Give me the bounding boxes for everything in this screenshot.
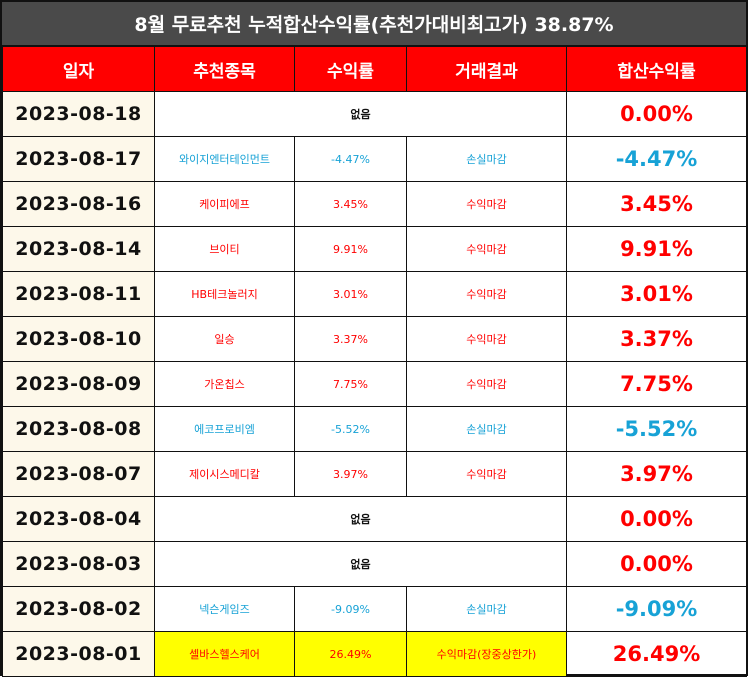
table-row: 2023-08-08 에코프로비엠 -5.52% 손실마감 -5.52% [2,406,747,452]
result-cell: 수익마감 [406,226,567,272]
result-cell: 손실마감 [406,136,567,182]
table-row: 2023-08-09 가온칩스 7.75% 수익마감 7.75% [2,361,747,407]
table-row: 2023-08-16 케이피에프 3.45% 수익마감 3.45% [2,181,747,227]
date-cell: 2023-08-02 [2,586,155,632]
result-cell: 수익마감 [406,451,567,497]
date-cell: 2023-08-03 [2,541,155,587]
results-table: 일자 추천종목 수익률 거래결과 합산수익률 2023-08-18 없음 0.00%… [2,46,747,677]
sheet-title: 8월 무료추천 누적합산수익률(추천가대비최고가) 38.87% [2,2,746,46]
rate-cell: 26.49% [294,631,407,677]
total-rate-cell: 3.45% [566,181,747,227]
table-row: 2023-08-07 제이시스메디칼 3.97% 수익마감 3.97% [2,451,747,497]
table-row: 2023-08-02 넥슨게임즈 -9.09% 손실마감 -9.09% [2,586,747,632]
stock-cell: 가온칩스 [154,361,295,407]
stock-cell: 셀바스헬스케어 [154,631,295,677]
table-body: 2023-08-18 없음 0.00% 2023-08-17 와이지엔터테인먼트 -4.4… [2,91,747,677]
date-cell: 2023-08-10 [2,316,155,362]
rate-cell: 9.91% [294,226,407,272]
total-rate-cell: -9.09% [566,586,747,632]
result-cell: 수익마감 [406,316,567,362]
total-rate-cell: 9.91% [566,226,747,272]
result-cell: 수익마감(장중상한가) [406,631,567,677]
date-cell: 2023-08-14 [2,226,155,272]
header-date: 일자 [2,46,155,92]
rate-cell: 7.75% [294,361,407,407]
table-row: 2023-08-14 브이티 9.91% 수익마감 9.91% [2,226,747,272]
result-cell: 손실마감 [406,406,567,452]
stock-cell: 케이피에프 [154,181,295,227]
rate-cell: 3.37% [294,316,407,362]
result-cell: 수익마감 [406,271,567,317]
total-rate-cell: 3.37% [566,316,747,362]
total-rate-cell: 7.75% [566,361,747,407]
table-row: 2023-08-10 일승 3.37% 수익마감 3.37% [2,316,747,362]
table-row: 2023-08-04 없음 0.00% [2,496,747,542]
total-rate-cell: 0.00% [566,541,747,587]
stock-cell: 브이티 [154,226,295,272]
table-row: 2023-08-11 HB테크놀러지 3.01% 수익마감 3.01% [2,271,747,317]
header-result: 거래결과 [406,46,567,92]
result-cell: 수익마감 [406,361,567,407]
header-row: 일자 추천종목 수익률 거래결과 합산수익률 [2,46,747,92]
date-cell: 2023-08-04 [2,496,155,542]
date-cell: 2023-08-09 [2,361,155,407]
total-rate-cell: 3.01% [566,271,747,317]
total-rate-cell: 0.00% [566,91,747,137]
date-cell: 2023-08-07 [2,451,155,497]
date-cell: 2023-08-17 [2,136,155,182]
total-rate-cell: 26.49% [566,631,747,677]
stock-cell: HB테크놀러지 [154,271,295,317]
stock-cell: 에코프로비엠 [154,406,295,452]
no-recommendation-cell: 없음 [154,541,567,587]
date-cell: 2023-08-16 [2,181,155,227]
date-cell: 2023-08-08 [2,406,155,452]
date-cell: 2023-08-11 [2,271,155,317]
rate-cell: -5.52% [294,406,407,452]
stock-cell: 제이시스메디칼 [154,451,295,497]
no-recommendation-cell: 없음 [154,91,567,137]
rate-cell: 3.45% [294,181,407,227]
stock-cell: 넥슨게임즈 [154,586,295,632]
rate-cell: 3.97% [294,451,407,497]
result-cell: 수익마감 [406,181,567,227]
total-rate-cell: 0.00% [566,496,747,542]
total-rate-cell: -4.47% [566,136,747,182]
total-rate-cell: 3.97% [566,451,747,497]
table-row: 2023-08-03 없음 0.00% [2,541,747,587]
total-rate-cell: -5.52% [566,406,747,452]
stock-cell: 일승 [154,316,295,362]
table-row: 2023-08-18 없음 0.00% [2,91,747,137]
table-row: 2023-08-01 셀바스헬스케어 26.49% 수익마감(장중상한가) 26.49% [2,631,747,677]
header-rate: 수익률 [294,46,407,92]
result-cell: 손실마감 [406,586,567,632]
rate-cell: 3.01% [294,271,407,317]
header-stock: 추천종목 [154,46,295,92]
rate-cell: -9.09% [294,586,407,632]
rate-cell: -4.47% [294,136,407,182]
no-recommendation-cell: 없음 [154,496,567,542]
date-cell: 2023-08-01 [2,631,155,677]
header-total: 합산수익률 [566,46,747,92]
table-row: 2023-08-17 와이지엔터테인먼트 -4.47% 손실마감 -4.47% [2,136,747,182]
stock-cell: 와이지엔터테인먼트 [154,136,295,182]
date-cell: 2023-08-18 [2,91,155,137]
